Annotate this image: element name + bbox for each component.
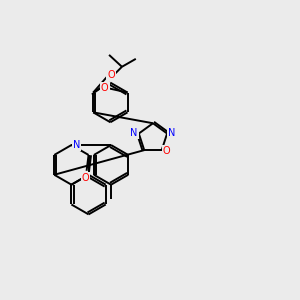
Text: N: N — [73, 140, 80, 150]
Text: O: O — [107, 70, 115, 80]
Text: N: N — [130, 128, 138, 137]
Text: N: N — [168, 128, 176, 137]
Text: O: O — [82, 173, 89, 183]
Text: O: O — [101, 82, 109, 93]
Text: O: O — [163, 146, 170, 156]
